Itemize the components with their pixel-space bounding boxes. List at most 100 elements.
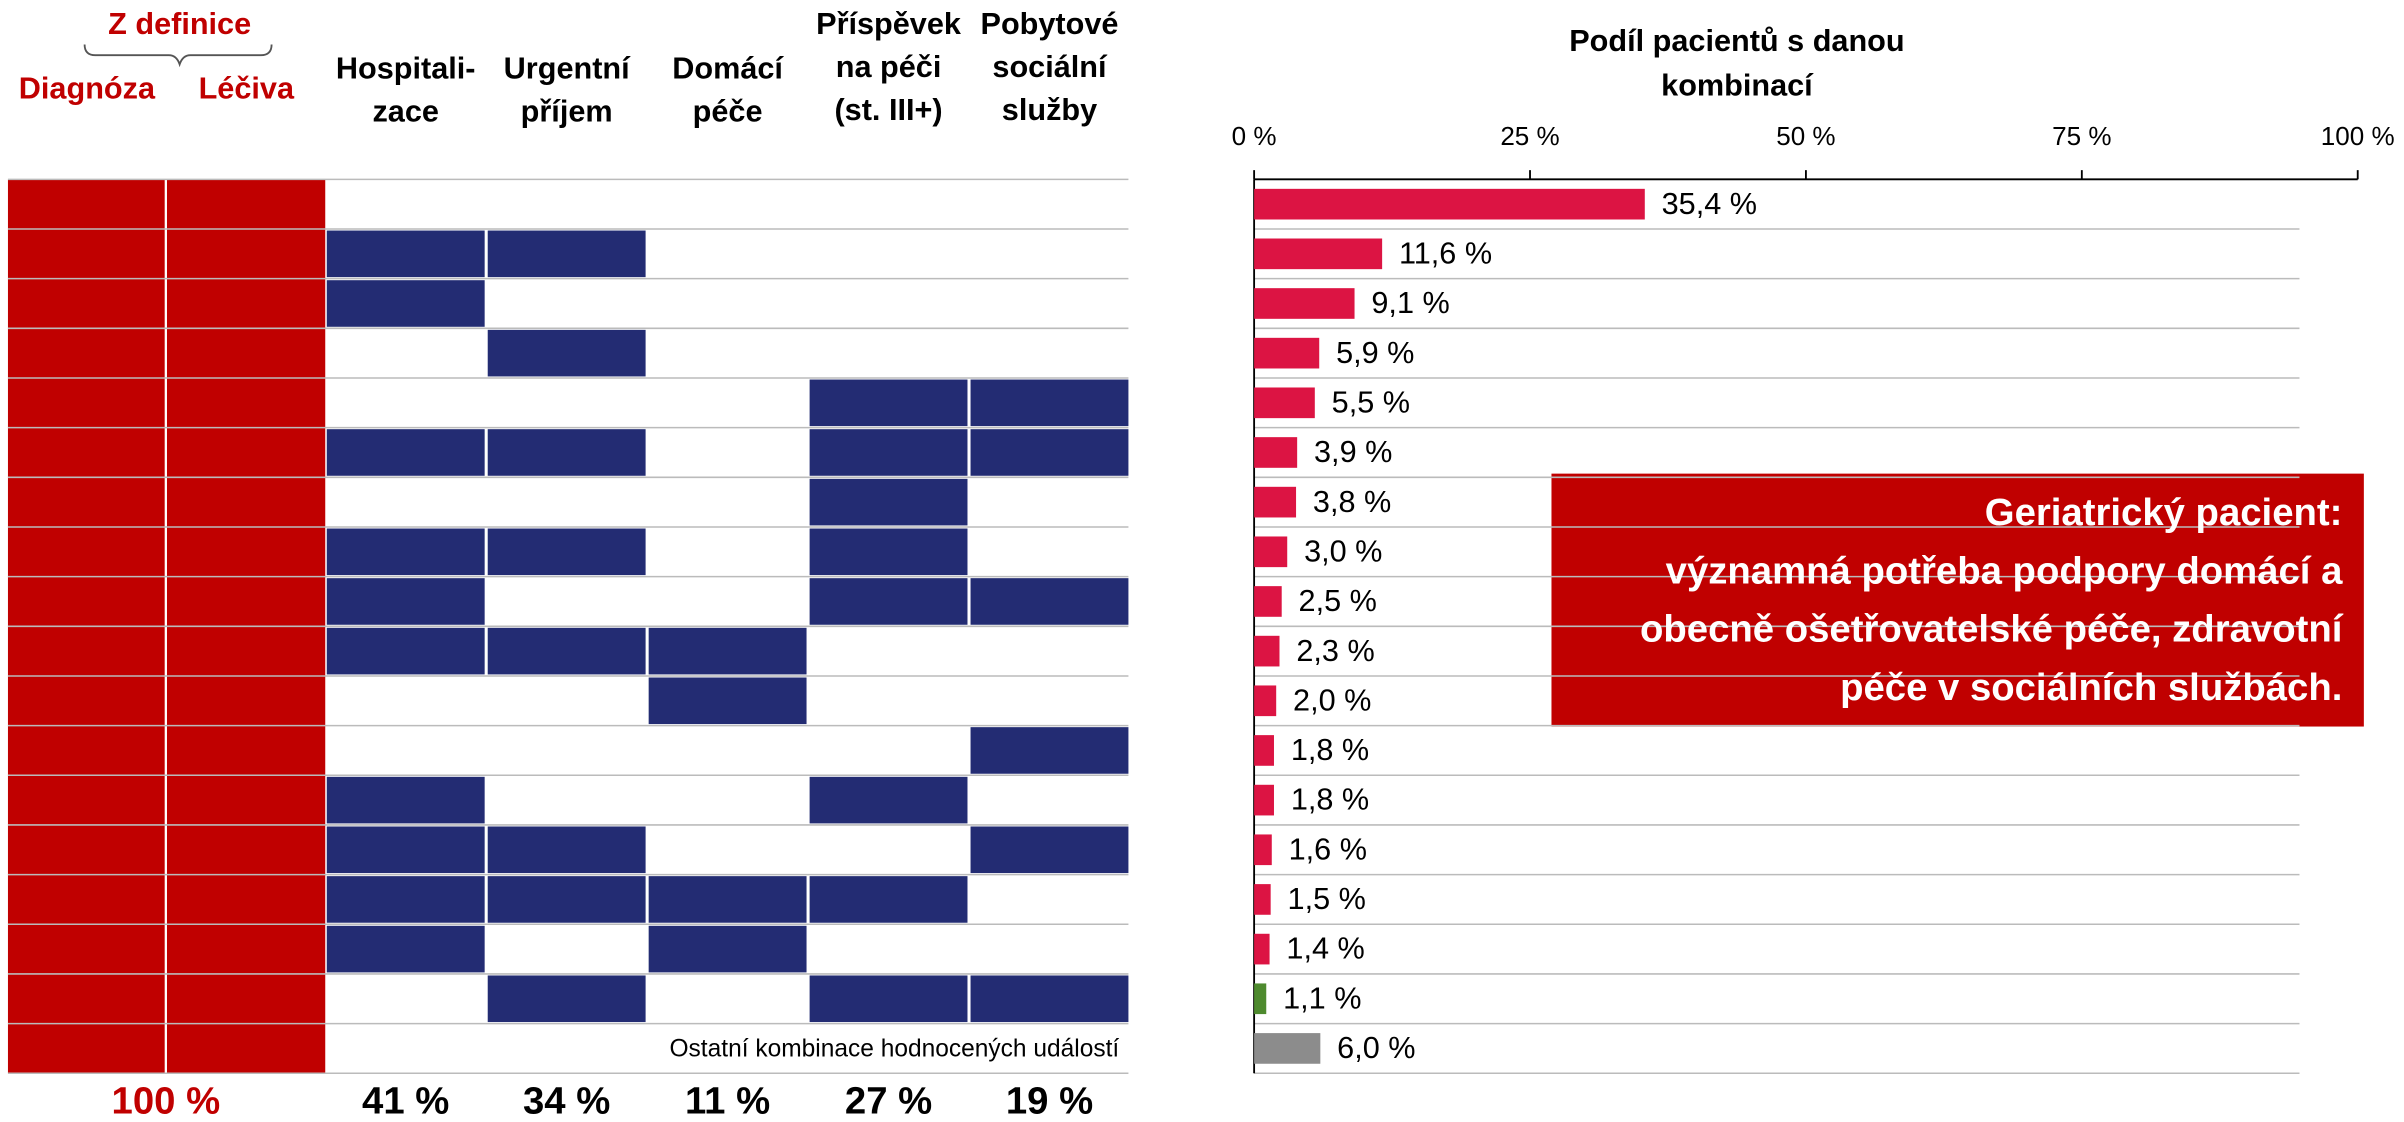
matrix-cell <box>809 379 968 427</box>
x-tick-label: 25 % <box>1500 121 1559 151</box>
value-label: 3,9 % <box>1314 435 1392 469</box>
x-tick-label: 50 % <box>1776 121 1835 151</box>
matrix-cell <box>648 876 807 923</box>
bar <box>1254 337 1320 369</box>
value-label: 9,1 % <box>1371 286 1449 320</box>
bar <box>1254 735 1274 766</box>
matrix-cell <box>809 478 968 526</box>
bar <box>1254 486 1297 518</box>
bar <box>1254 288 1355 319</box>
bar <box>1254 536 1288 568</box>
bar <box>1254 1033 1321 1064</box>
matrix-cell <box>809 876 968 923</box>
chart-title: kombinací <box>1661 68 1814 102</box>
annotation-text: péče v sociálních službách. <box>1840 666 2342 709</box>
matrix-cell <box>970 826 1129 874</box>
column-header: Domácí <box>672 52 784 86</box>
column-header: sociální <box>992 50 1108 84</box>
matrix-cell <box>487 429 646 476</box>
matrix-cell <box>970 379 1129 427</box>
matrix-cell <box>487 230 646 278</box>
value-label: 3,8 % <box>1313 485 1391 519</box>
brace <box>83 44 273 68</box>
column-total: 41 % <box>362 1080 449 1122</box>
column-header: zace <box>372 95 438 129</box>
matrix-cell <box>487 627 646 675</box>
value-label: 5,5 % <box>1332 385 1410 419</box>
matrix-cell <box>326 528 485 576</box>
column-header: péče <box>693 95 763 129</box>
value-label: 1,5 % <box>1288 882 1366 916</box>
annotation-text: významná potřeba podpory domácí a <box>1666 549 2343 592</box>
matrix-cell <box>326 826 485 874</box>
matrix-cell <box>326 578 485 625</box>
bar <box>1254 238 1383 270</box>
column-header: na péči <box>836 50 942 84</box>
chart-title: Podíl pacientů s danou <box>1569 24 1904 58</box>
column-header: Léčiva <box>199 72 295 106</box>
matrix-cell <box>648 627 807 675</box>
other-label: Ostatní kombinace hodnocených událostí <box>669 1035 1119 1062</box>
matrix-cell <box>487 329 646 377</box>
value-label: 6,0 % <box>1337 1031 1415 1065</box>
column-total: 19 % <box>1006 1080 1093 1122</box>
value-label: 1,1 % <box>1283 981 1361 1015</box>
bar <box>1254 983 1267 1015</box>
bar <box>1254 437 1298 468</box>
value-label: 3,0 % <box>1304 534 1382 568</box>
bar <box>1254 933 1270 965</box>
column-header: (st. III+) <box>834 93 942 127</box>
definition-total: 100 % <box>112 1080 221 1122</box>
matrix-cell <box>648 677 807 725</box>
column-total: 11 % <box>685 1080 770 1122</box>
column-header: Diagnóza <box>19 72 156 106</box>
matrix-cell <box>326 876 485 923</box>
matrix-cell <box>326 280 485 327</box>
value-label: 1,8 % <box>1291 783 1369 817</box>
value-label: 2,5 % <box>1299 584 1377 618</box>
value-label: 1,6 % <box>1289 832 1367 866</box>
matrix-cell <box>487 826 646 874</box>
value-label: 2,3 % <box>1296 634 1374 668</box>
x-tick-label: 0 % <box>1232 121 1277 151</box>
column-header: služby <box>1002 93 1097 127</box>
matrix-cell <box>970 727 1129 774</box>
bar <box>1254 784 1274 816</box>
matrix-cell <box>487 975 646 1023</box>
matrix-cell <box>326 429 485 476</box>
matrix-cell <box>326 627 485 675</box>
matrix-cell <box>809 578 968 625</box>
column-header: Urgentní <box>504 52 631 86</box>
column-total: 27 % <box>845 1080 932 1122</box>
bar <box>1254 387 1315 419</box>
bar <box>1254 635 1280 667</box>
value-label: 5,9 % <box>1336 336 1414 370</box>
value-label: 2,0 % <box>1293 683 1371 717</box>
value-label: 35,4 % <box>1662 187 1757 221</box>
x-tick-label: 75 % <box>2052 121 2111 151</box>
value-label: 1,4 % <box>1286 932 1364 966</box>
bar <box>1254 884 1271 915</box>
matrix-cell <box>648 925 807 973</box>
matrix-cell <box>487 528 646 576</box>
value-label: 1,8 % <box>1291 733 1369 767</box>
matrix-cell <box>809 776 968 824</box>
column-header: Pobytové <box>981 7 1119 41</box>
definition-header: Z definice <box>108 7 251 41</box>
column-header: Hospitali- <box>336 52 476 86</box>
matrix-cell <box>809 975 968 1023</box>
column-total: 34 % <box>523 1080 610 1122</box>
value-label: 11,6 % <box>1399 236 1492 270</box>
annotation-text: obecně ošetřovatelské péče, zdravotní <box>1640 608 2344 651</box>
matrix-cell <box>809 429 968 476</box>
annotation-text: Geriatrický pacient: <box>1985 491 2343 534</box>
matrix-cell <box>970 429 1129 476</box>
matrix-cell <box>487 876 646 923</box>
x-tick-label: 100 % <box>2321 121 2395 151</box>
column-header: příjem <box>521 95 613 129</box>
bar <box>1254 188 1645 220</box>
matrix-cell <box>970 975 1129 1023</box>
matrix-cell <box>970 578 1129 625</box>
matrix-cell <box>326 776 485 824</box>
